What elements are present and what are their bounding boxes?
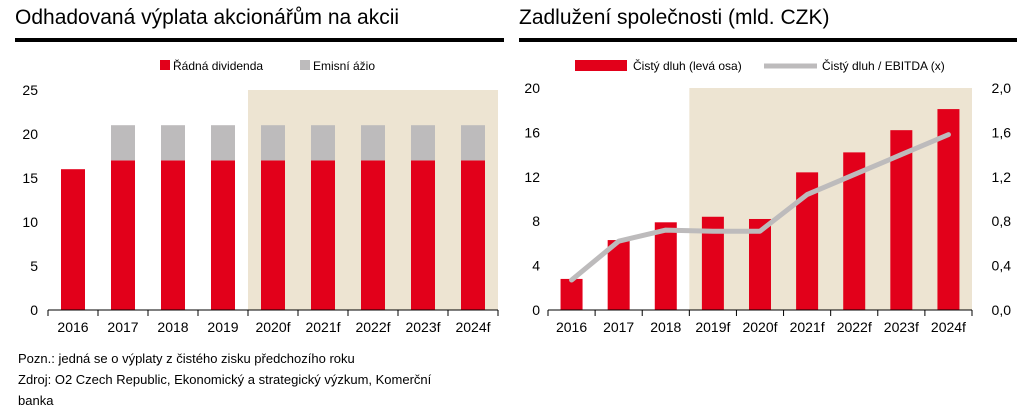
right-bar-debt-2024f [937,109,960,310]
left-legend-label-0: Řádná dividenda [173,58,263,73]
right-x-label: 2020f [742,319,777,335]
right-legend-label-bar: Čistý dluh (levá osa) [633,58,742,73]
right-x-label: 2018 [650,319,681,335]
left-bar-dividend-2020f [261,160,285,310]
right-left-axis-tick-label: 4 [532,258,540,274]
right-ratio-line [569,132,951,283]
left-bar-dividend-2019 [211,160,235,310]
left-bar-dividend-2018 [161,160,185,310]
left-x-label: 2021f [305,319,340,335]
left-chart-title: Odhadovaná výplata akcionářům na akcii [15,6,400,29]
right-right-axis-tick-label: 2,0 [992,80,1012,96]
left-legend-label-1: Emisní ážio [313,59,375,73]
left-bar-dividend-2021f [311,160,335,310]
right-right-axis-tick-label: 0,4 [992,258,1012,274]
left-y-tick-label: 5 [30,258,38,274]
left-bar-premium-2022f [361,125,385,161]
left-bar-premium-2023f [411,125,435,161]
right-bar-debt-2019f [701,216,724,310]
left-x-label: 2023f [405,319,440,335]
right-chart-title: Zadlužení společnosti (mld. CZK) [519,6,830,29]
right-right-axis-tick-label: 1,6 [992,124,1012,140]
right-bar-debt-2020f [749,218,771,310]
note-line-3: banka [18,393,54,408]
left-x-label: 2016 [57,319,88,335]
left-bar-premium-2017 [111,125,135,161]
right-title-rule [519,38,1017,42]
left-x-label: 2017 [107,319,138,335]
left-bar-dividend-2017 [111,160,135,310]
right-bar-debt-2022f [843,152,866,310]
left-bar-dividend-2016 [61,169,85,310]
left-legend-swatch-1 [300,60,310,70]
right-x-label: 2016 [556,319,587,335]
right-bar-debt-2023f [890,130,913,310]
left-title-rule [15,38,504,42]
left-bar-dividend-2022f [361,160,385,310]
left-x-label: 2024f [455,319,490,335]
left-bar-premium-2019 [211,125,235,161]
right-bar-debt-2018 [654,222,677,310]
right-x-label: 2023f [884,319,919,335]
left-x-label: 2019 [207,319,238,335]
note-line-2: Zdroj: O2 Czech Republic, Ekonomický a s… [18,372,432,387]
left-y-tick-label: 25 [22,82,38,98]
right-left-axis-tick-label: 12 [524,169,540,185]
left-y-tick-label: 10 [22,214,38,230]
right-right-axis-tick-label: 0,8 [992,213,1012,229]
right-left-axis-tick-label: 8 [532,213,540,229]
left-y-tick-label: 15 [22,170,38,186]
left-y-tick-label: 20 [22,126,38,142]
right-right-axis-tick-label: 1,2 [992,169,1012,185]
left-legend-swatch-0 [160,60,170,70]
left-bar-premium-2024f [461,125,485,161]
right-x-label: 2022f [837,319,872,335]
right-bar-debt-2017 [607,240,630,310]
right-left-axis-tick-label: 20 [524,80,540,96]
left-y-tick-label: 0 [30,302,38,318]
right-x-label: 2019f [695,319,730,335]
right-x-label: 2024f [931,319,966,335]
right-legend-label-line: Čistý dluh / EBITDA (x) [822,58,945,73]
left-bar-premium-2021f [311,125,335,161]
left-bar-dividend-2023f [411,160,435,310]
note-line-1: Pozn.: jedná se o výplaty z čistého zisk… [18,351,355,366]
left-bar-premium-2020f [261,125,285,161]
right-bar-debt-2021f [796,172,819,310]
right-x-label: 2017 [603,319,634,335]
right-left-axis-tick-label: 0 [532,302,540,318]
right-x-label: 2021f [790,319,825,335]
right-forecast-shading [689,88,972,310]
left-x-label: 2018 [157,319,188,335]
left-x-label: 2022f [355,319,390,335]
right-legend-swatch-bar [575,60,627,71]
left-x-label: 2020f [255,319,290,335]
right-right-axis-tick-label: 0,0 [992,302,1012,318]
right-left-axis-tick-label: 16 [524,124,540,140]
left-bar-premium-2018 [161,125,185,161]
left-bar-dividend-2024f [461,160,485,310]
right-bar-debt-2016 [560,278,583,310]
